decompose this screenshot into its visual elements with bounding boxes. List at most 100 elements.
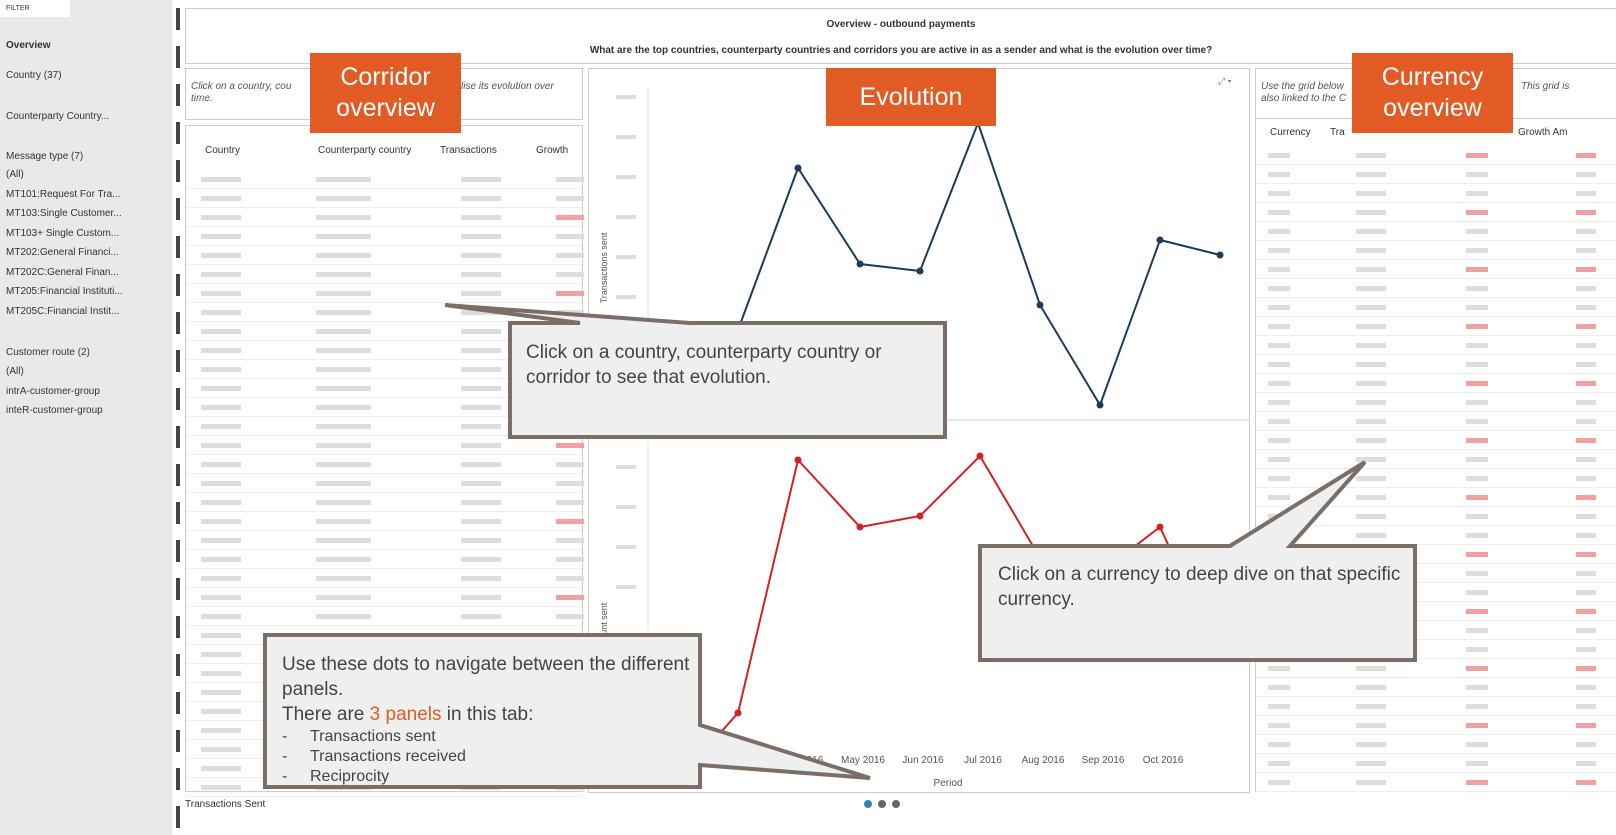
row-line: [1256, 658, 1616, 659]
filter-option[interactable]: MT202C:General Finan...: [6, 266, 119, 278]
row-line: [1256, 430, 1616, 431]
blurred-cell: [1576, 723, 1596, 728]
blurred-cell: [201, 177, 241, 182]
blurred-cell: [316, 291, 371, 296]
callout-line: There are 3 panels in this tab:: [282, 702, 692, 727]
blurred-cell: [1268, 742, 1290, 747]
country-filter[interactable]: Country (37): [6, 70, 62, 81]
blurred-cell: [1268, 419, 1290, 424]
blurred-cell: [1356, 229, 1386, 234]
blurred-cell: [201, 215, 241, 220]
row-line: [1256, 734, 1616, 735]
blurred-cell: [461, 443, 501, 448]
column-header: Currency: [1270, 127, 1311, 138]
blurred-cell: [1466, 552, 1488, 557]
blurred-cell: [201, 785, 241, 790]
dot[interactable]: [878, 800, 886, 808]
filter-option[interactable]: MT101:Request For Tra...: [6, 188, 121, 200]
blurred-cell: [201, 766, 241, 771]
blurred-ticks: [616, 95, 636, 589]
blurred-cell: [1268, 343, 1290, 348]
row-line: [186, 530, 582, 531]
filter-option[interactable]: MT103+ Single Custom...: [6, 227, 120, 239]
filter-option[interactable]: (All): [6, 169, 24, 180]
row-line: [1256, 544, 1616, 545]
panel-dots: [864, 800, 900, 808]
edge-segment: [176, 274, 180, 296]
blurred-cell: [556, 272, 584, 277]
row-line: [186, 245, 582, 246]
row-line: [1256, 240, 1616, 241]
blurred-cell: [1268, 723, 1290, 728]
amount-points: [734, 452, 1164, 717]
blurred-cell: [316, 538, 371, 543]
row-line: [186, 492, 582, 493]
blurred-cell: [1576, 419, 1596, 424]
blurred-cell: [1466, 704, 1488, 709]
blurred-cell: [1268, 153, 1290, 158]
blurred-cell: [1356, 419, 1386, 424]
filter-option[interactable]: MT205:Financial Instituti...: [6, 286, 123, 297]
callout-shape: [978, 460, 1417, 662]
row-line: [186, 359, 582, 360]
edge-segment: [176, 616, 180, 638]
edge-segment: [176, 502, 180, 524]
callout-text: Use these dots to navigate between the d…: [282, 652, 692, 787]
blurred-cell: [201, 405, 241, 410]
filter-option[interactable]: intrA-customer-group: [6, 385, 100, 397]
row-line: [1256, 715, 1616, 716]
blurred-cell: [316, 348, 371, 353]
edge-segment: [176, 388, 180, 410]
blurred-cell: [1576, 571, 1596, 576]
blurred-cell: [461, 310, 501, 315]
label-line: overview: [336, 94, 435, 122]
blurred-cell: [1466, 685, 1488, 690]
bullet: -: [282, 768, 288, 785]
chart-menu[interactable]: ⤢ ▾: [1217, 76, 1232, 86]
blurred-cell: [316, 500, 371, 505]
blurred-cell: [461, 234, 501, 239]
row-line: [1256, 278, 1616, 279]
blurred-cell: [316, 595, 371, 600]
message-type-filter[interactable]: Message type (7): [6, 151, 84, 162]
blurred-cell: [1466, 362, 1488, 367]
blurred-cell: [461, 405, 501, 410]
view-select[interactable]: Overview: [6, 40, 51, 51]
filter-option[interactable]: MT202:General Financi...: [6, 247, 119, 258]
row-line: [1256, 354, 1616, 355]
dot[interactable]: [864, 800, 872, 808]
blurred-cell: [556, 614, 584, 619]
blurred-cell: [1268, 267, 1290, 272]
blurred-cell: [201, 614, 241, 619]
dot[interactable]: [892, 800, 900, 808]
panel-list: - Transactions sent - Transactions received…: [282, 727, 692, 787]
highlight: 3 panels: [369, 704, 442, 725]
row-line: [1256, 753, 1616, 754]
blurred-cell: [1576, 704, 1596, 709]
list-item: - Transactions received: [282, 747, 692, 767]
row-line: [1256, 411, 1616, 412]
blurred-cell: [316, 386, 371, 391]
blurred-cell: [1576, 476, 1596, 481]
filter-tab: [0, 0, 70, 17]
blurred-cell: [316, 405, 371, 410]
blurred-cell: [316, 443, 371, 448]
blurred-cell: [1356, 495, 1386, 500]
blurred-cell: [201, 709, 241, 714]
row-line: [186, 511, 582, 512]
blurred-cell: [201, 348, 241, 353]
filter-option[interactable]: MT103:Single Customer...: [6, 208, 122, 219]
blurred-cell: [1466, 343, 1488, 348]
filter-option[interactable]: MT205C:Financial Instit...: [6, 305, 120, 317]
filter-option[interactable]: inteR-customer-group: [6, 405, 103, 416]
note-text: This grid is: [1521, 81, 1570, 92]
row-line: [186, 283, 582, 284]
filter-option[interactable]: (All): [6, 366, 24, 377]
blurred-cell: [1466, 400, 1488, 405]
blurred-cell: [1356, 685, 1386, 690]
item-text: Transactions sent: [310, 728, 436, 745]
counterparty-filter[interactable]: Counterparty Country...: [6, 111, 110, 122]
y-axis-title: Transactions sent: [599, 232, 609, 303]
customer-route-filter[interactable]: Customer route (2): [6, 347, 90, 358]
